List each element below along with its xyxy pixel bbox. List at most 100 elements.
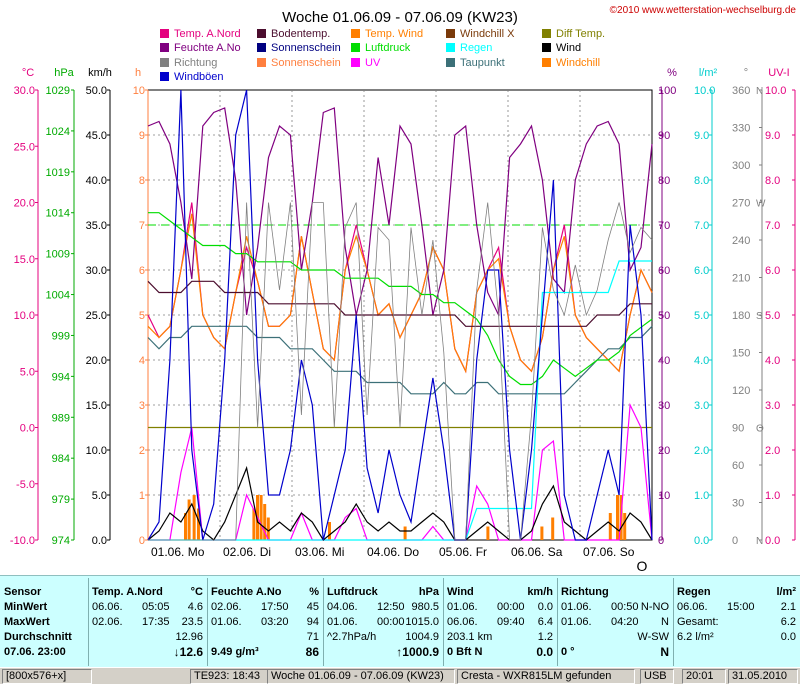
axis-tick-label: 1009 bbox=[46, 249, 70, 261]
sunshine-bar bbox=[184, 513, 187, 540]
direction-letter: N bbox=[756, 86, 763, 97]
row-value: N bbox=[660, 645, 669, 659]
row-time: 00:00 bbox=[497, 601, 525, 613]
status-resolution: [800x576+x] bbox=[2, 669, 92, 684]
row-value: 86 bbox=[305, 645, 319, 659]
row-value: 2.1 bbox=[780, 601, 796, 613]
legend-swatch bbox=[446, 43, 455, 52]
axis-title: hPa bbox=[54, 67, 74, 79]
legend-label: Sonnenschein bbox=[271, 57, 341, 69]
row-value: ↑1000.9 bbox=[396, 645, 439, 659]
row-value: 6.2 bbox=[780, 616, 796, 628]
legend-label: Richtung bbox=[174, 57, 217, 69]
legend-swatch bbox=[257, 43, 266, 52]
axis-tick-label: 6.0 bbox=[694, 265, 709, 277]
x-tick-label: 04.06. Do bbox=[367, 545, 419, 559]
row-date: 9.49 g/m³ bbox=[211, 646, 259, 658]
axis-tick-label: 30 bbox=[658, 400, 670, 412]
row-date: ^2.7hPa/h bbox=[327, 631, 377, 643]
legend-item: Windchill bbox=[542, 57, 600, 69]
sunshine-bar bbox=[551, 517, 555, 540]
legend-item: Diff Temp. bbox=[542, 28, 605, 40]
axis-tick-label: 999 bbox=[52, 330, 70, 342]
summary-row: 12.96 bbox=[92, 630, 203, 644]
axis-tick-label: 989 bbox=[52, 412, 70, 424]
axis-title: UV-I bbox=[768, 67, 789, 79]
direction-letter: O bbox=[756, 424, 764, 435]
axis-tick-label: 30 bbox=[732, 498, 744, 510]
summary-row: Gesamt: 6.2 bbox=[677, 615, 796, 629]
axis-tick-label: 50.0 bbox=[86, 85, 107, 97]
row-date: 01.06. bbox=[561, 601, 592, 613]
column-title: Temp. A.Nord bbox=[92, 586, 163, 598]
column-header: Regen l/m² bbox=[677, 585, 796, 599]
axis-tick-label: 1024 bbox=[46, 126, 70, 138]
legend-swatch bbox=[542, 29, 551, 38]
sunshine-bar bbox=[263, 504, 267, 540]
row-value: W-SW bbox=[637, 631, 669, 643]
legend-label: Diff Temp. bbox=[556, 28, 605, 40]
axis-title: h bbox=[135, 67, 141, 79]
axis-tick-label: 15.0 bbox=[14, 254, 35, 266]
summary-column: Luftdruck hPa 04.06. 12:50 980.5 01.06. 00:00 1… bbox=[323, 576, 443, 668]
legend-label: UV bbox=[365, 57, 381, 69]
legend-swatch bbox=[542, 58, 551, 67]
axis-tick-label: 9 bbox=[139, 130, 145, 142]
axis-tick-label: 330 bbox=[732, 123, 750, 135]
axis-tick-label: 50 bbox=[658, 310, 670, 322]
axis-tick-label: 5.0 bbox=[694, 310, 709, 322]
axis-tick-label: 4.0 bbox=[765, 355, 780, 367]
summary-column: Richtung 01.06. 00:50 N-NO 01.06. 04:20 N W-SW 0… bbox=[557, 576, 673, 668]
axis-tick-label: 1 bbox=[139, 490, 145, 502]
axis-celsius: °C 30.0 25.0 20.0 15.0 10.0 5.0 0.0 -5.0 -10.0 bbox=[10, 67, 39, 547]
summary-column: Feuchte A.No% 02.06. 17:50 45 01.06. 03:20 94 7… bbox=[207, 576, 323, 668]
row-date: 01.06. bbox=[211, 616, 242, 628]
legend-swatch bbox=[257, 58, 266, 67]
axis-tick-label: 10 bbox=[658, 490, 670, 502]
row-value: N-NO bbox=[640, 601, 669, 613]
series-line bbox=[147, 280, 652, 327]
column-separator bbox=[557, 578, 558, 666]
direction-letter: W bbox=[756, 199, 766, 210]
axis-tick-label: 2.0 bbox=[765, 445, 780, 457]
row-date: 6.2 l/m² bbox=[677, 631, 714, 643]
x-tick-label: 05.06. Fr bbox=[439, 545, 487, 559]
series-line bbox=[147, 107, 653, 318]
row-date: 02.06. bbox=[211, 601, 242, 613]
sunshine-bar bbox=[486, 526, 490, 540]
status-week: Woche 01.06.09 - 07.06.09 (KW23) bbox=[267, 669, 455, 684]
column-unit: km/h bbox=[527, 586, 553, 598]
sunshine-bar bbox=[192, 495, 196, 540]
row-date: 06.06. bbox=[677, 601, 708, 613]
column-separator bbox=[323, 578, 324, 666]
axis-tick-label: 8.0 bbox=[694, 175, 709, 187]
summary-row: 06.06. 15:00 2.1 bbox=[677, 600, 796, 614]
row-time: 04:20 bbox=[611, 616, 639, 628]
row-time: 09:40 bbox=[497, 616, 525, 628]
axis-tick-label: 1029 bbox=[46, 85, 70, 97]
row-label: 07.06. 23:00 bbox=[4, 646, 66, 658]
row-value: 94 bbox=[306, 616, 319, 628]
axis-tick-label: 7.0 bbox=[694, 220, 709, 232]
cursor-marker: O bbox=[637, 558, 648, 574]
legend-label: Windchill bbox=[556, 57, 600, 69]
axis-tick-label: 6.0 bbox=[765, 265, 780, 277]
summary-row: ↑1000.9 bbox=[327, 645, 439, 659]
row-date: 01.06. bbox=[327, 616, 358, 628]
axis-tick-label: 35.0 bbox=[86, 220, 107, 232]
column-header: Temp. A.Nord °C bbox=[92, 585, 203, 599]
legend-swatch bbox=[160, 72, 169, 81]
axis-tick-label: 10.0 bbox=[694, 85, 715, 97]
row-date: 06.06. bbox=[447, 616, 478, 628]
axis-tick-label: 80 bbox=[658, 175, 670, 187]
summary-row: MaxWert bbox=[4, 615, 84, 629]
status-date: 31.05.2010 bbox=[728, 669, 798, 684]
row-value: 0.0 bbox=[536, 645, 553, 659]
summary-row: 01.06. 00:00 1015.0 bbox=[327, 615, 439, 629]
axis-tick-label: 5.0 bbox=[20, 366, 35, 378]
x-tick-label: 03.06. Mi bbox=[295, 545, 344, 559]
axis-tick-label: 1014 bbox=[46, 208, 70, 220]
chart-svg: Woche 01.06.09 - 07.06.09 (KW23) ©2010 ww… bbox=[10, 5, 797, 574]
row-value: N bbox=[661, 616, 669, 628]
